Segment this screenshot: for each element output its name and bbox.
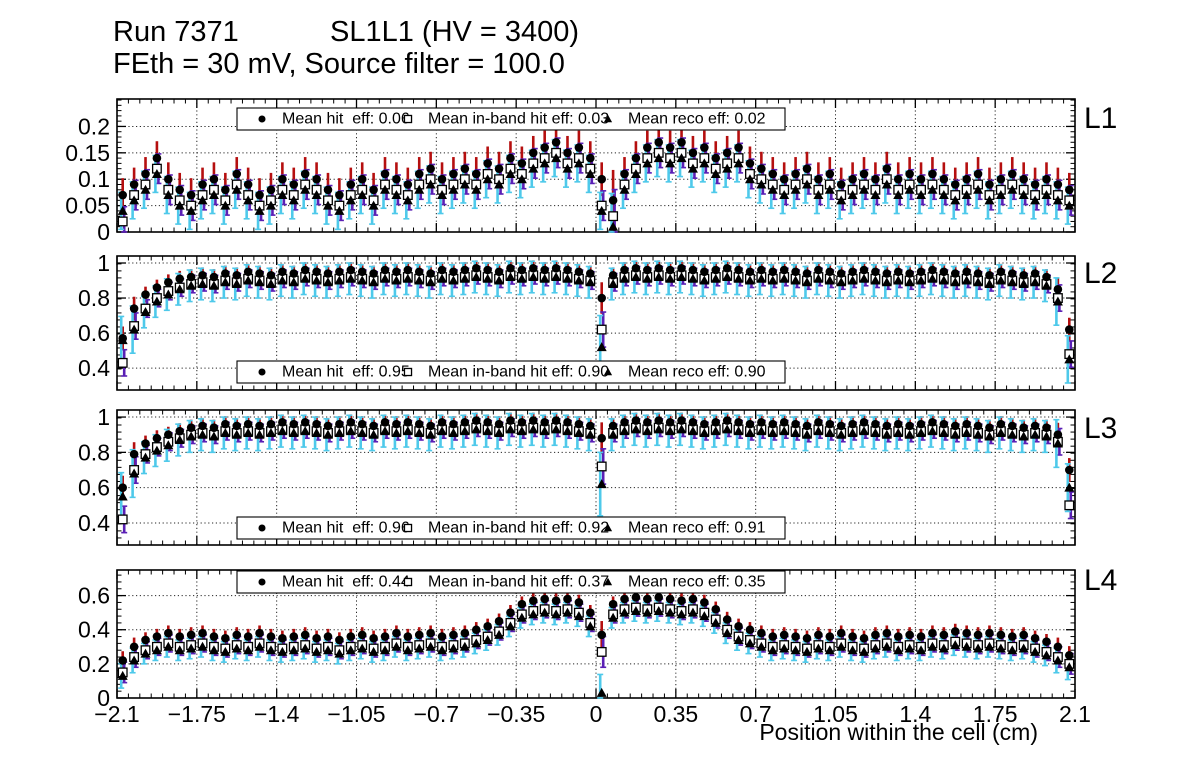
svg-text:1.75: 1.75 bbox=[973, 701, 1018, 727]
svg-text:0.6: 0.6 bbox=[78, 320, 110, 346]
y-axis-labels: 00.050.10.150.2 bbox=[65, 113, 110, 245]
y-axis-labels: 0 0.2 0.4 0.6 bbox=[78, 583, 110, 711]
svg-text:0: 0 bbox=[590, 701, 603, 727]
legend: Mean hit eff: 0.96 Mean in-band hit eff: … bbox=[236, 516, 786, 540]
svg-text:Mean reco eff: 0.91: Mean reco eff: 0.91 bbox=[628, 520, 766, 537]
panel-label-L4: L4 bbox=[1084, 564, 1118, 597]
svg-text:−0.7: −0.7 bbox=[414, 701, 459, 727]
x-axis-labels: −2.1 −1.75 −1.4 −1.05 −0.7 −0.35 0 0.35 0.7 1.05 1… bbox=[94, 701, 1091, 727]
svg-text:Mean reco eff: 0.35: Mean reco eff: 0.35 bbox=[628, 574, 766, 591]
svg-text:−1.05: −1.05 bbox=[327, 701, 385, 727]
panel-label-L3: L3 bbox=[1084, 412, 1118, 445]
legend: Mean hit eff: 0.06 Mean in-band hit eff: … bbox=[236, 107, 786, 131]
panel-L1: 00.050.10.150.2 Mean hit eff: 0.06 Mean in… bbox=[65, 98, 1076, 245]
series-mean-hit-eff bbox=[118, 416, 1074, 492]
panel-label-L2: L2 bbox=[1084, 257, 1118, 290]
svg-text:0: 0 bbox=[97, 685, 110, 711]
series-mean-hit-eff bbox=[118, 263, 1074, 343]
svg-text:Mean in-band hit eff: 0.90: Mean in-band hit eff: 0.90 bbox=[428, 364, 609, 381]
svg-text:1.05: 1.05 bbox=[813, 701, 858, 727]
svg-text:0.4: 0.4 bbox=[78, 355, 110, 381]
panel-label-L1: L1 bbox=[1084, 102, 1118, 135]
svg-text:0.2: 0.2 bbox=[78, 651, 110, 677]
series-mean-reco-eff bbox=[117, 424, 1075, 501]
svg-text:0.6: 0.6 bbox=[78, 475, 110, 501]
svg-text:Mean reco eff: 0.02: Mean reco eff: 0.02 bbox=[628, 111, 766, 128]
svg-text:Mean hit eff: 0.44: Mean hit eff: 0.44 bbox=[282, 574, 410, 591]
legend: Mean hit eff: 0.44 Mean in-band hit eff: … bbox=[236, 570, 786, 594]
svg-text:Mean hit eff: 0.95: Mean hit eff: 0.95 bbox=[282, 364, 410, 381]
svg-text:0.4: 0.4 bbox=[78, 510, 110, 536]
svg-text:0.8: 0.8 bbox=[78, 285, 110, 311]
svg-text:0.1: 0.1 bbox=[78, 166, 110, 192]
svg-text:0.8: 0.8 bbox=[78, 439, 110, 465]
series-mean-reco-eff bbox=[117, 153, 1075, 231]
svg-text:−2.1: −2.1 bbox=[94, 701, 139, 727]
series-mean-hit-eff bbox=[118, 593, 1074, 665]
title-chamber: SL1L1 (HV = 3400) bbox=[330, 16, 580, 48]
svg-text:1: 1 bbox=[97, 404, 110, 430]
svg-text:2.1: 2.1 bbox=[1059, 701, 1091, 727]
svg-text:0.6: 0.6 bbox=[78, 583, 110, 609]
svg-text:Mean hit eff: 0.96: Mean hit eff: 0.96 bbox=[282, 520, 410, 537]
svg-text:Mean in-band hit eff: 0.92: Mean in-band hit eff: 0.92 bbox=[428, 520, 609, 537]
svg-text:Mean reco eff: 0.90: Mean reco eff: 0.90 bbox=[628, 364, 766, 381]
svg-text:1: 1 bbox=[97, 250, 110, 276]
svg-text:0.15: 0.15 bbox=[65, 140, 110, 166]
svg-text:0.4: 0.4 bbox=[78, 617, 110, 643]
title-run: Run 7371 bbox=[113, 16, 239, 48]
svg-text:−1.75: −1.75 bbox=[168, 701, 226, 727]
svg-text:0.05: 0.05 bbox=[65, 193, 110, 219]
series-mean-reco-eff bbox=[117, 605, 1075, 697]
panel-L2: 0.4 0.6 0.8 1 Mean hit eff: 0.95 Mean in-band… bbox=[78, 250, 1076, 391]
svg-text:−0.35: −0.35 bbox=[487, 701, 545, 727]
svg-text:Mean in-band hit eff: 0.03: Mean in-band hit eff: 0.03 bbox=[428, 111, 609, 128]
svg-text:Mean hit eff: 0.06: Mean hit eff: 0.06 bbox=[282, 111, 410, 128]
svg-text:0.35: 0.35 bbox=[653, 701, 698, 727]
series-mean-hit-eff bbox=[118, 137, 1074, 205]
y-axis-labels: 0.4 0.6 0.8 1 bbox=[78, 250, 110, 381]
panel-L3: 0.4 0.6 0.8 1 Mean hit eff: 0.96 Mean in-band… bbox=[78, 404, 1076, 546]
legend: Mean hit eff: 0.95 Mean in-band hit eff: … bbox=[236, 360, 786, 384]
x-axis-title: Position within the cell (cm) bbox=[759, 719, 1038, 745]
series-mean-in-band-hit-eff bbox=[117, 147, 1075, 227]
svg-text:0.7: 0.7 bbox=[740, 701, 772, 727]
svg-text:Mean in-band hit eff: 0.37: Mean in-band hit eff: 0.37 bbox=[428, 574, 609, 591]
svg-text:0: 0 bbox=[97, 219, 110, 245]
y-axis-labels: 0.4 0.6 0.8 1 bbox=[78, 404, 110, 536]
svg-text:1.4: 1.4 bbox=[899, 701, 931, 727]
title-conditions: FEth = 30 mV, Source filter = 100.0 bbox=[113, 48, 565, 80]
panel-L4: 0 0.2 0.4 0.6 Mean hit eff: 0.44 Mean in-band… bbox=[78, 569, 1076, 711]
series-mean-reco-eff bbox=[117, 272, 1075, 364]
svg-text:−1.4: −1.4 bbox=[254, 701, 300, 727]
svg-text:0.2: 0.2 bbox=[78, 113, 110, 139]
